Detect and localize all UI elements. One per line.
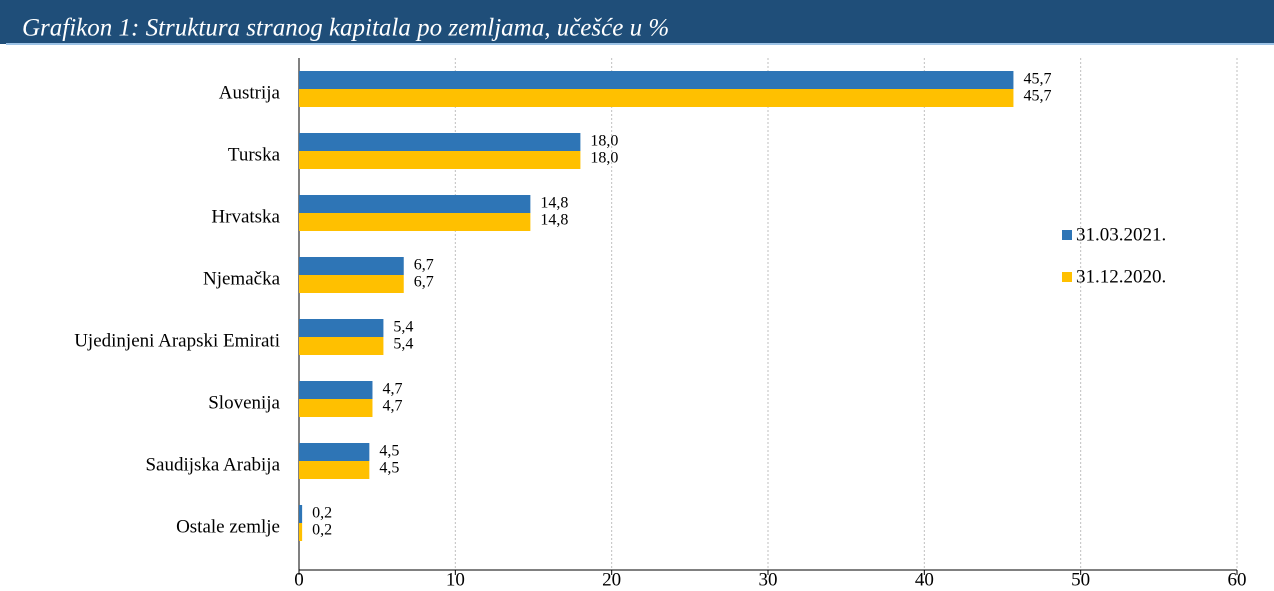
value-label: 5,4 [393,336,413,353]
bar [299,505,303,523]
value-label: 4,5 [379,443,399,460]
value-label: 18,0 [590,150,618,167]
value-label: 18,0 [590,133,618,150]
x-tick-label: 20 [602,569,621,590]
value-label: 14,8 [540,212,568,229]
value-label: 14,8 [540,195,568,212]
y-tick-label: Njemačka [203,268,281,289]
bar [299,399,373,417]
value-label: 6,7 [414,274,434,291]
bar [299,275,404,293]
x-tick-label: 10 [446,569,465,590]
value-label: 4,7 [382,381,402,398]
bar [299,443,370,461]
value-label: 5,4 [393,319,413,336]
y-tick-label: Hrvatska [211,206,280,227]
bar [299,337,384,355]
bar [299,523,303,541]
bar [299,195,531,213]
bar [299,319,384,337]
y-tick-label: Austrija [219,82,281,103]
y-tick-label: Turska [228,144,281,165]
y-tick-label: Ostale zemlje [176,516,280,537]
x-tick-label: 50 [1071,569,1090,590]
legend-label: 31.12.2020. [1076,266,1166,287]
value-label: 0,2 [312,522,332,539]
x-tick-label: 0 [294,569,304,590]
bar [299,213,531,231]
legend-swatch [1062,272,1072,282]
legend-label: 31.03.2021. [1076,224,1166,245]
y-tick-label: Saudijska Arabija [145,454,280,475]
x-tick-label: 30 [759,569,778,590]
chart-title: Grafikon 1: Struktura stranog kapitala p… [22,15,669,42]
value-label: 45,7 [1023,88,1051,105]
value-label: 45,7 [1023,71,1051,88]
bar [299,381,373,399]
bar [299,151,581,169]
y-tick-label: Ujedinjeni Arapski Emirati [74,330,280,351]
value-label: 0,2 [312,505,332,522]
y-tick-label: Slovenija [208,392,280,413]
bar [299,461,370,479]
legend-swatch [1062,230,1072,240]
value-label: 4,5 [379,460,399,477]
bar [299,89,1014,107]
x-tick-label: 40 [915,569,934,590]
title-bar [0,0,1274,44]
x-tick-label: 60 [1228,569,1247,590]
value-label: 6,7 [414,257,434,274]
bar [299,71,1014,89]
bar [299,257,404,275]
bar [299,133,581,151]
value-label: 4,7 [382,398,402,415]
